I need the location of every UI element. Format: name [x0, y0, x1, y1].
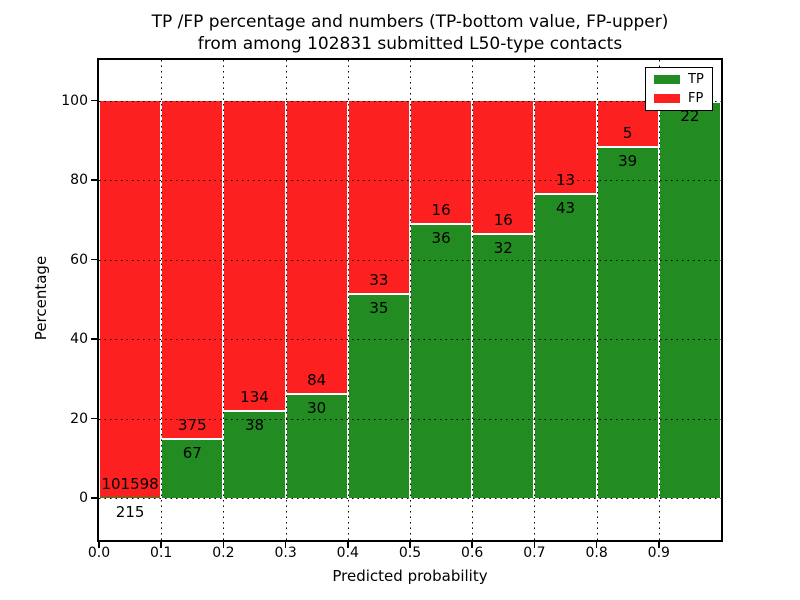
x-tick-label: 0.3 — [274, 545, 297, 561]
bar-segment-fp — [99, 100, 162, 498]
bar-segment-fp — [285, 100, 348, 394]
legend-swatch-tp — [654, 75, 680, 85]
bar-value-label-tp: 30 — [307, 399, 327, 418]
x-tick-mark — [98, 542, 100, 548]
bar-value-label-tp: 35 — [369, 299, 389, 318]
x-tick-mark — [409, 542, 411, 548]
chart-title-line2: from among 102831 submitted L50-type con… — [197, 34, 623, 54]
bar-segment-tp — [347, 293, 410, 498]
bar-value-label-tp: 67 — [182, 443, 202, 462]
x-tick-label: 0.7 — [523, 545, 546, 561]
bar-segment-tp — [472, 233, 535, 498]
legend-row-tp: TP — [654, 73, 712, 86]
gridline-x — [534, 60, 536, 540]
bar-segment-tp — [223, 410, 286, 498]
x-tick-label: 0.1 — [150, 545, 173, 561]
y-axis-label: Percentage — [32, 255, 50, 341]
bar-segment-tp — [161, 437, 224, 498]
x-tick-label: 0.4 — [336, 545, 359, 561]
gridline-x — [410, 60, 411, 540]
bar-value-label-fp: 16 — [493, 211, 513, 229]
bar-value-label-fp: 101598 — [101, 475, 159, 494]
x-axis-label: Predicted probability — [332, 567, 488, 585]
bar-segment-tp — [658, 100, 721, 498]
x-tick-label: 0.8 — [585, 545, 608, 561]
x-tick-mark — [160, 542, 162, 548]
bar-value-label-fp: 13 — [555, 170, 576, 189]
gridline-x — [347, 60, 349, 540]
bar-segment-fp — [347, 100, 410, 294]
y-tick-label: 60 — [70, 251, 88, 268]
y-tick-label: 0 — [79, 490, 88, 506]
bar-segment-fp — [223, 100, 286, 411]
y-tick-mark — [91, 338, 97, 340]
y-tick-mark — [91, 179, 97, 181]
x-tick-mark — [658, 542, 660, 548]
x-tick-label: 0.0 — [87, 545, 111, 561]
gridline-x — [596, 60, 598, 540]
bar-segment-tp — [99, 497, 162, 498]
bar-value-label-tp: 215 — [115, 503, 145, 522]
bar-value-label-fp: 375 — [177, 415, 207, 434]
bar-value-label-tp: 43 — [555, 198, 576, 217]
gridline-x — [223, 60, 225, 540]
x-tick-mark — [284, 542, 287, 548]
bar-value-label-fp: 84 — [307, 371, 327, 390]
x-tick-label: 0.9 — [647, 545, 670, 561]
chart-title: TP /FP percentage and numbers (TP-bottom… — [99, 11, 721, 55]
bar-value-label-fp: 5 — [622, 123, 633, 142]
x-tick-mark — [222, 542, 225, 548]
bar-value-label-tp: 36 — [431, 228, 451, 247]
x-tick-label: 0.6 — [461, 545, 484, 561]
y-tick-label: 20 — [70, 410, 88, 427]
bar-value-label-fp: 16 — [431, 200, 451, 219]
bar-value-label-tp: 32 — [493, 239, 513, 257]
x-tick-mark — [533, 542, 536, 548]
bar-segment-tp — [410, 222, 473, 498]
x-tick-mark — [595, 542, 598, 548]
y-tick-label: 100 — [61, 92, 88, 109]
bar-value-label-fp: 33 — [369, 271, 389, 290]
bar-segment-fp — [534, 100, 597, 193]
x-tick-mark — [347, 542, 349, 548]
gridline-x — [472, 60, 474, 540]
y-tick-label: 80 — [70, 172, 88, 188]
legend-row-fp: FP — [654, 92, 712, 105]
chart-title-line1: TP /FP percentage and numbers (TP-bottom… — [151, 12, 669, 32]
y-tick-label: 40 — [70, 331, 88, 347]
y-tick-mark — [91, 497, 97, 499]
bar-value-label-tp: 38 — [244, 416, 265, 435]
bar-segment-fp — [161, 100, 224, 438]
y-tick-mark — [91, 258, 97, 261]
bar-value-label-tp: 39 — [618, 151, 638, 170]
y-tick-mark — [91, 99, 97, 102]
legend-label-fp: FP — [688, 90, 704, 106]
legend: TP FP — [645, 67, 713, 111]
x-tick-label: 0.5 — [398, 545, 422, 561]
x-tick-mark — [471, 542, 473, 548]
legend-swatch-fp — [654, 93, 680, 103]
bar-value-label-tp: 22 — [680, 106, 700, 125]
gridline-x — [658, 60, 660, 540]
gridline-x — [285, 60, 287, 540]
plot-area: 101598 215 375 67 134 38 84 30 33 35 16 36 16 32 13 43 5… — [99, 60, 721, 540]
bar-segment-tp — [534, 192, 597, 498]
gridline-x — [161, 60, 163, 540]
legend-label-tp: TP — [688, 72, 704, 88]
y-tick-mark — [91, 417, 97, 420]
bar-value-label-fp: 134 — [240, 388, 269, 407]
bar-segment-tp — [596, 145, 659, 498]
x-tick-label: 0.2 — [212, 545, 235, 561]
